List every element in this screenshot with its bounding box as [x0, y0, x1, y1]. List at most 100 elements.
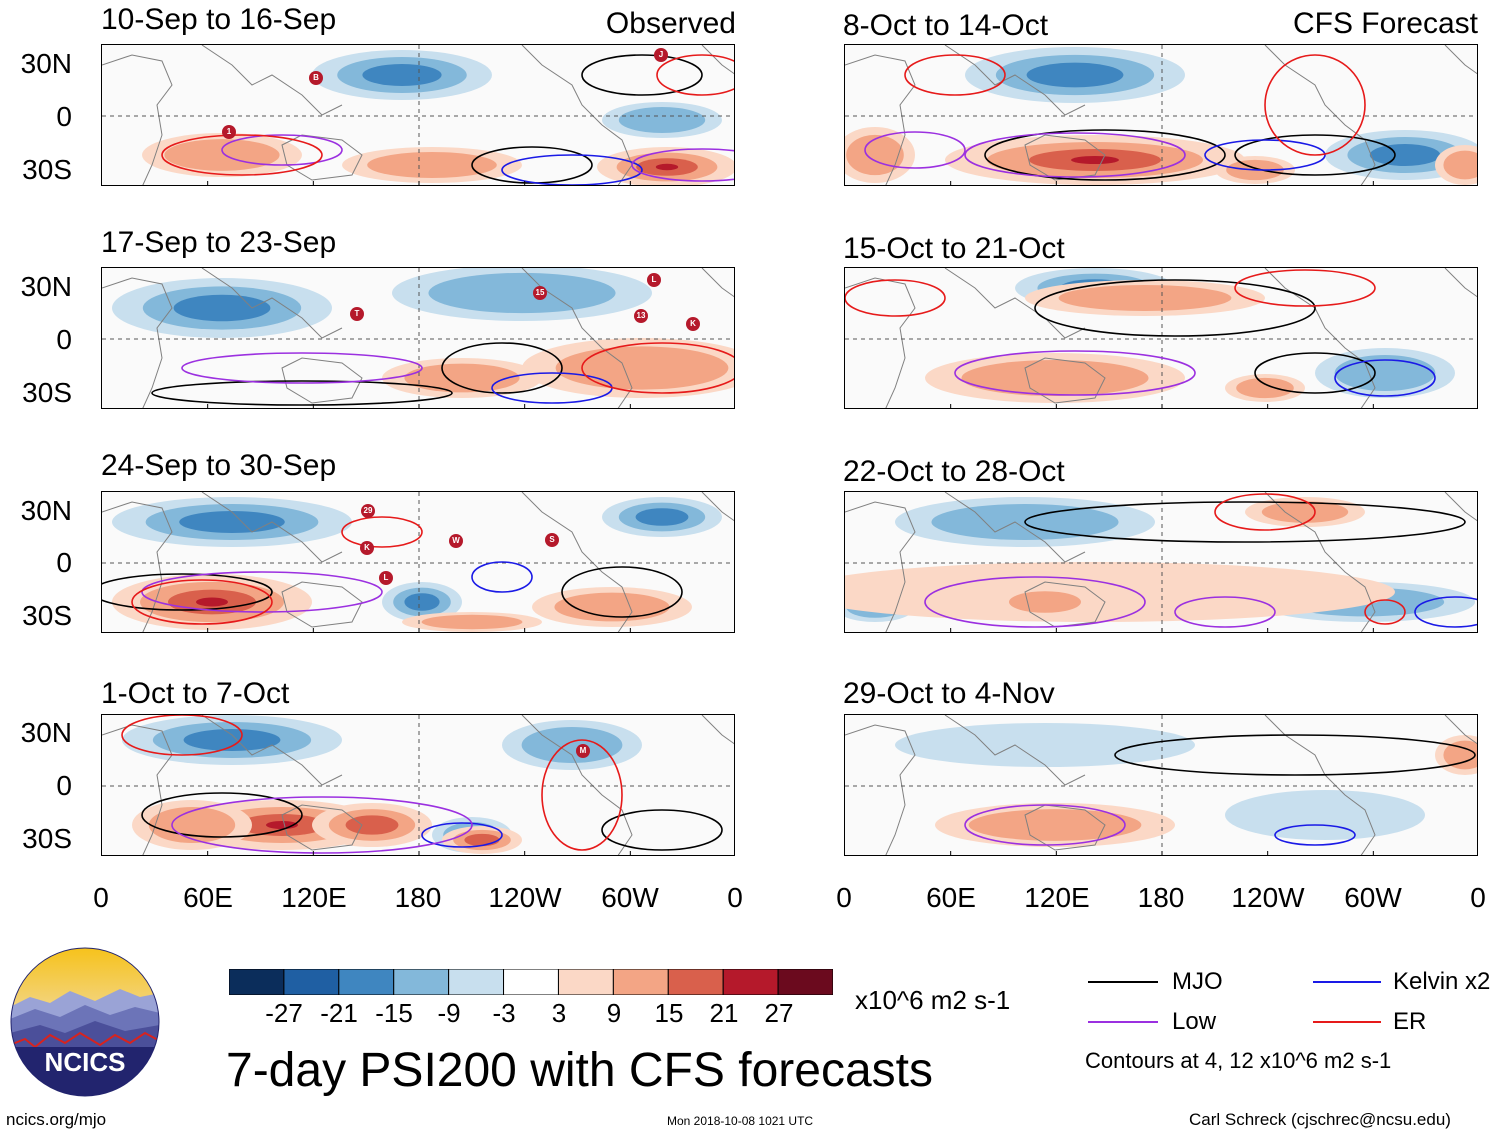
- anomaly-shading: [1058, 285, 1232, 311]
- map-panel-obs-2: [101, 267, 735, 409]
- lon-label-60w: 60W: [1344, 882, 1402, 913]
- contour-line: [441, 342, 563, 394]
- lon-label-120e: 120E: [281, 882, 347, 913]
- panel-title-fcst-1: 8-Oct to 14-Oct: [843, 9, 1049, 42]
- coastline: [1264, 715, 1376, 855]
- colorbar: [228, 968, 834, 996]
- contour-line: [964, 132, 1186, 178]
- contour-line: [1114, 734, 1476, 776]
- contour-line: [141, 571, 383, 613]
- contour-line: [131, 579, 273, 625]
- colorbar-swatch: [283, 968, 340, 996]
- lon-label-120w: 120W: [1231, 882, 1305, 913]
- anomaly-shading: [421, 614, 523, 630]
- legend-label-low: Low: [1172, 1008, 1217, 1035]
- colorbar-swatch: [722, 968, 779, 996]
- panel-title-obs-1: 10-Sep to 16-Sep: [101, 3, 337, 36]
- coastline: [521, 492, 633, 632]
- anomaly-shading: [464, 833, 500, 847]
- coastline: [845, 724, 916, 855]
- colorbar-units: x10^6 m2 s-1: [855, 985, 1011, 1015]
- map-panel-fcst-4: [844, 714, 1478, 856]
- coastline: [521, 45, 633, 185]
- lon-label-120e: 120E: [1024, 882, 1090, 913]
- coastline: [701, 45, 734, 75]
- coastline: [102, 277, 173, 408]
- coastline: [281, 581, 363, 628]
- contour-line: [141, 792, 303, 838]
- anomaly-shading: [1225, 790, 1425, 840]
- contour-line: [121, 715, 243, 756]
- storm-marker: T: [350, 307, 364, 321]
- storm-marker: K: [360, 541, 374, 555]
- panel-title-obs-2: 17-Sep to 23-Sep: [101, 226, 337, 259]
- map-panel-obs-4: [101, 714, 735, 856]
- anomaly-shading: [968, 809, 1142, 841]
- colorbar-swatch: [557, 968, 614, 996]
- colorbar-swatch: [503, 968, 559, 996]
- legend-line-low: [1088, 1021, 1158, 1023]
- coastline: [201, 715, 343, 786]
- anomaly-shading: [345, 815, 399, 835]
- coastline: [944, 45, 1086, 116]
- panel-title-fcst-4: 29-Oct to 4-Nov: [843, 677, 1055, 710]
- contour-line: [561, 566, 683, 618]
- lon-label-0: 0: [836, 882, 852, 913]
- lat-label-30s: 30S: [22, 154, 72, 185]
- legend-line-er: [1313, 1021, 1381, 1023]
- anomaly-shading: [961, 360, 1149, 396]
- legend-label-kelvin: Kelvin x2: [1393, 968, 1491, 995]
- panel-title-obs-4: 1-Oct to 7-Oct: [101, 677, 290, 710]
- colorbar-tick: 21: [709, 998, 739, 1028]
- ncics-logo: NCICS: [10, 947, 160, 1097]
- anomaly-shading: [428, 272, 616, 314]
- legend-line-kelvin: [1313, 981, 1381, 983]
- lat-label-30s: 30S: [22, 823, 72, 854]
- contour-line: [1214, 493, 1316, 531]
- coastline: [281, 357, 363, 404]
- coastline: [102, 724, 173, 855]
- coastline: [201, 492, 343, 563]
- map-panel-fcst-2: [844, 267, 1478, 409]
- contour-line: [1254, 352, 1376, 394]
- storm-marker: 1: [222, 125, 236, 139]
- storm-marker: K: [686, 317, 700, 331]
- contour-line: [181, 352, 423, 384]
- coastline: [845, 277, 916, 408]
- contour-line: [501, 154, 643, 185]
- colorbar-tick: 15: [654, 998, 684, 1028]
- contour-line: [221, 134, 343, 166]
- contour-line: [1274, 824, 1356, 846]
- lat-label-30n: 30N: [20, 717, 72, 748]
- coastline: [521, 268, 633, 408]
- lat-label-eq: 0: [56, 101, 72, 132]
- contour-line: [1204, 139, 1326, 171]
- anomaly-shading: [362, 64, 442, 86]
- anomaly-shading: [404, 593, 440, 611]
- anomaly-shading: [521, 727, 623, 763]
- logo-text: NCICS: [44, 1047, 126, 1077]
- contour-line: [1174, 596, 1276, 628]
- storm-marker: 15: [533, 286, 547, 300]
- contour-line: [341, 516, 423, 548]
- contour-line: [541, 739, 623, 851]
- colorbar-swatch: [777, 968, 834, 996]
- storm-marker: S: [545, 533, 559, 547]
- lon-label-0: 0: [727, 882, 743, 913]
- lon-label-0: 0: [1470, 882, 1486, 913]
- colorbar-tick: -21: [320, 998, 358, 1028]
- colorbar-tick: -15: [375, 998, 413, 1028]
- coastline: [845, 501, 916, 632]
- lat-label-30s: 30S: [22, 377, 72, 408]
- legend-label-er: ER: [1393, 1008, 1427, 1035]
- lon-label-60e: 60E: [926, 882, 976, 913]
- footer-url[interactable]: ncics.org/mjo: [6, 1110, 107, 1129]
- contour-line: [1334, 359, 1436, 397]
- colorbar-tick: 27: [764, 998, 794, 1028]
- anomaly-shading: [845, 562, 1395, 622]
- contour-line: [471, 561, 533, 593]
- coastline: [701, 492, 734, 522]
- coastline: [845, 54, 916, 185]
- lon-label-180: 180: [1137, 882, 1185, 913]
- panel-title-fcst-3: 22-Oct to 28-Oct: [843, 455, 1065, 488]
